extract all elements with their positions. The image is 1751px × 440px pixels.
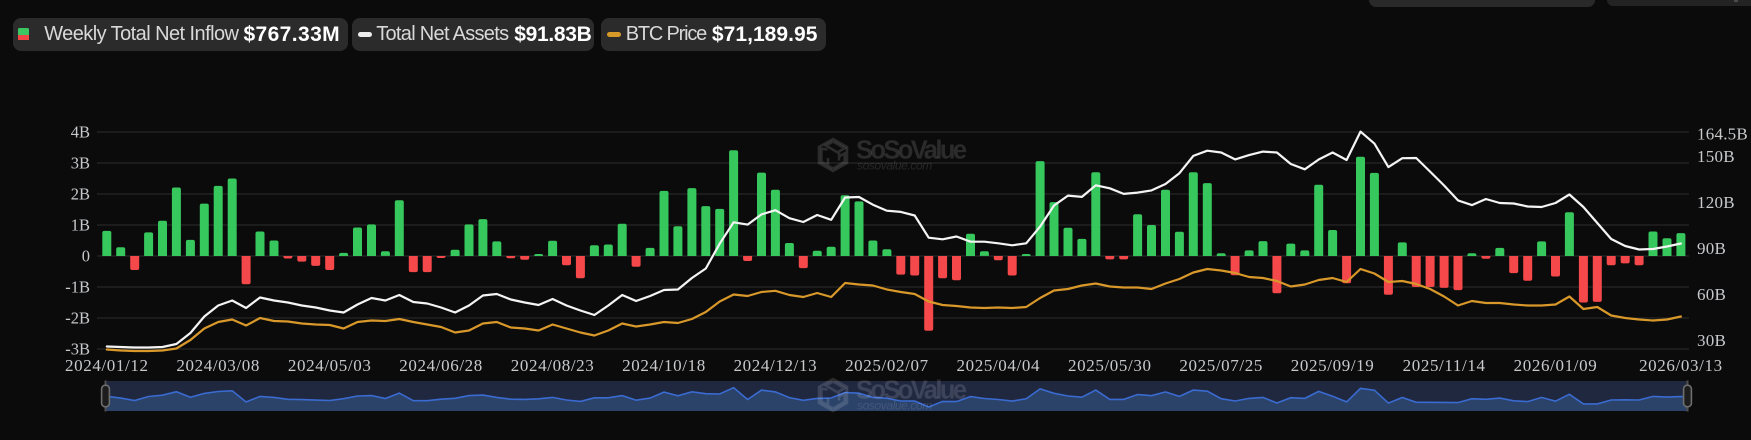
svg-text:2024/10/18: 2024/10/18 [622, 356, 706, 375]
svg-text:30B: 30B [1697, 331, 1726, 350]
svg-text:2026/03/13: 2026/03/13 [1639, 356, 1723, 375]
svg-text:2024/06/28: 2024/06/28 [399, 356, 483, 375]
svg-text:150B: 150B [1697, 147, 1735, 166]
svg-text:164.5B: 164.5B [1697, 125, 1748, 144]
svg-text:2025/04/04: 2025/04/04 [956, 356, 1040, 375]
svg-text:4B: 4B [71, 123, 90, 142]
svg-text:2025/09/19: 2025/09/19 [1291, 356, 1375, 375]
svg-text:SoSoValue: SoSoValue [856, 137, 967, 165]
svg-text:2025/11/14: 2025/11/14 [1403, 356, 1486, 375]
svg-text:sosovalue.com: sosovalue.com [857, 159, 932, 173]
svg-text:2024/03/08: 2024/03/08 [176, 356, 260, 375]
svg-text:3B: 3B [71, 154, 90, 173]
svg-text:-2B: -2B [65, 309, 90, 328]
svg-text:2024/05/03: 2024/05/03 [288, 356, 372, 375]
svg-text:0: 0 [82, 247, 90, 266]
svg-text:90B: 90B [1697, 239, 1726, 258]
svg-text:1B: 1B [71, 216, 90, 235]
svg-text:2025/02/07: 2025/02/07 [845, 356, 929, 375]
svg-text:2B: 2B [71, 185, 90, 204]
svg-text:2026/01/09: 2026/01/09 [1514, 356, 1598, 375]
svg-text:60B: 60B [1697, 285, 1726, 304]
svg-text:2024/01/12: 2024/01/12 [65, 356, 149, 375]
svg-text:120B: 120B [1697, 193, 1735, 212]
svg-text:2024/08/23: 2024/08/23 [511, 356, 595, 375]
svg-text:2024/12/13: 2024/12/13 [734, 356, 818, 375]
svg-text:-1B: -1B [65, 278, 90, 297]
svg-text:-3B: -3B [65, 340, 90, 359]
svg-text:2025/07/25: 2025/07/25 [1179, 356, 1263, 375]
svg-text:2025/05/30: 2025/05/30 [1068, 356, 1152, 375]
